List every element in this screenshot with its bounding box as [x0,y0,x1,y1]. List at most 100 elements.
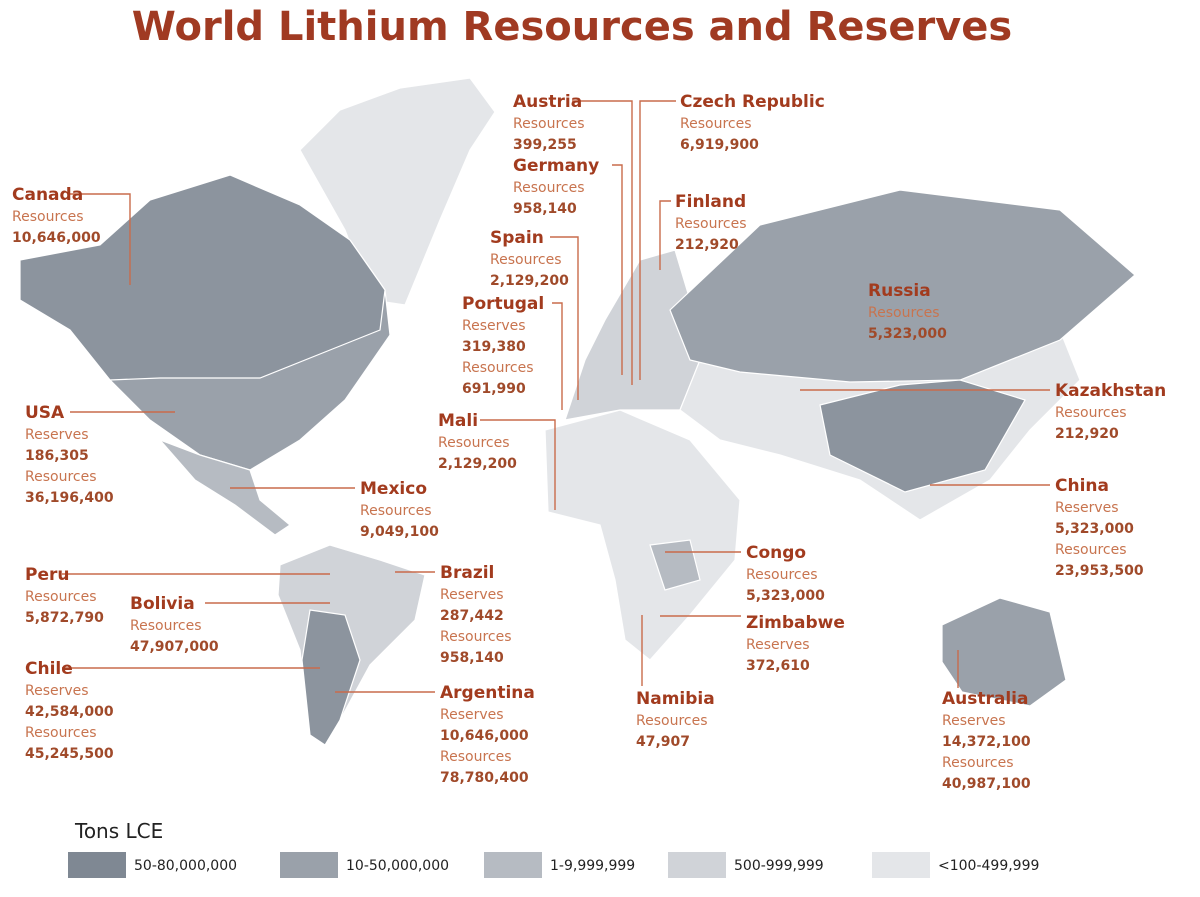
figure-label: Reserves [746,637,810,653]
figure-label: Resources [675,216,747,232]
figure-value: 5,323,000 [868,326,947,342]
figure-label: Reserves [25,427,89,443]
russia [669,189,1136,383]
figure-label: Resources [440,629,512,645]
figure-value: 45,245,500 [25,746,114,762]
country-name: Mali [438,411,478,431]
figure-value: 47,907 [636,734,690,750]
canada [19,174,386,381]
figure-label: Resources [25,725,97,741]
figure-value: 2,129,200 [438,456,517,472]
country-label: Bolivia Resources 47,907,000 [130,594,330,655]
figure-label: Resources [360,503,432,519]
title: World Lithium Resources and Reserves [132,4,1012,50]
country-name: Czech Republic [680,92,825,112]
country-label: Australia Reserves 14,372,100 Resources 40,9… [942,650,1031,792]
figure-label: Reserves [440,707,504,723]
country-name: Australia [942,689,1029,709]
figure-value: 9,049,100 [360,524,439,540]
country-name: Namibia [636,689,715,709]
figure-value: 319,380 [462,339,526,355]
legend-label: <100-499,999 [938,858,1039,874]
argentina-chile [301,609,361,746]
figure-label: Resources [462,360,534,376]
country-name: Chile [25,659,73,679]
land [19,77,1136,746]
figure-value: 958,140 [440,650,504,666]
country-label: Brazil Reserves 287,442 Resources 958,140 [395,563,512,666]
legend-swatch [68,852,126,878]
figure-value: 958,140 [513,201,577,217]
figure-label: Resources [746,567,818,583]
country-label: Austria Resources 399,255 [513,92,633,385]
figure-value: 42,584,000 [25,704,114,720]
legend-swatch [872,852,930,878]
figure-value: 5,872,790 [25,610,104,626]
figure-label: Resources [680,116,752,132]
figure-value: 23,953,500 [1055,563,1144,579]
legend-label: 10-50,000,000 [346,858,449,874]
country-name: China [1055,476,1109,496]
figure-label: Resources [513,180,585,196]
figure-label: Resources [868,305,940,321]
figure-label: Reserves [25,683,89,699]
figure-label: Reserves [440,587,504,603]
leader-line [68,193,131,285]
figure-label: Reserves [942,713,1006,729]
figure-value: 10,646,000 [440,728,529,744]
leader-line [639,100,676,380]
legend-label: 500-999,999 [734,858,824,874]
country-name: Canada [12,185,83,205]
country-name: Congo [746,543,806,563]
figure-value: 399,255 [513,137,577,153]
country-label: Congo Resources 5,323,000 [665,543,825,604]
leader-line [659,200,671,270]
country-label: China Reserves 5,323,000 Resources 23,953,50… [930,476,1144,579]
figure-value: 5,323,000 [1055,521,1134,537]
country-label: Mali Resources 2,129,200 [438,411,556,510]
figure-label: Resources [636,713,708,729]
figure-label: Resources [438,435,510,451]
country-name: Portugal [462,294,544,314]
figure-label: Resources [12,209,84,225]
legend-swatch [280,852,338,878]
country-label: Czech Republic Resources 6,919,900 [639,92,825,380]
figure-label: Resources [440,749,512,765]
figure-value: 287,442 [440,608,504,624]
figure-value: 47,907,000 [130,639,219,655]
figure-value: 186,305 [25,448,89,464]
legend-title: Tons LCE [74,819,163,843]
figure-value: 372,610 [746,658,810,674]
figure-value: 14,372,100 [942,734,1031,750]
country-name: Peru [25,565,69,585]
figure-label: Resources [25,469,97,485]
figure-label: Resources [490,252,562,268]
legend-label: 1-9,999,999 [550,858,635,874]
figure-value: 6,919,900 [680,137,759,153]
legend: Tons LCE 50-80,000,000 10-50,000,000 1-9,9… [68,819,1039,878]
figure-label: Resources [1055,542,1127,558]
legend-label: 50-80,000,000 [134,858,237,874]
figure-label: Resources [513,116,585,132]
country-label: Kazakhstan Resources 212,920 [800,381,1166,442]
country-label: USA Reserves 186,305 Resources 36,196,400 [25,403,175,506]
country-label: Spain Resources 2,129,200 [490,228,579,400]
country-label: Namibia Resources 47,907 [636,615,715,750]
country-label: Argentina Reserves 10,646,000 Resources 78,7… [335,683,535,786]
country-name: Germany [513,156,599,176]
country-name: Russia [868,281,931,301]
mexico [159,439,292,536]
legend-swatch [484,852,542,878]
country-name: Zimbabwe [746,613,845,633]
country-label: Russia Resources 5,323,000 [868,281,947,342]
figure-label: Resources [25,589,97,605]
country-name: Finland [675,192,746,212]
country-label: Portugal Reserves 319,380 Resources 691,990 [462,294,563,410]
legend-swatch [668,852,726,878]
country-name: Brazil [440,563,494,583]
country-label: Canada Resources 10,646,000 [12,185,131,285]
figure-value: 691,990 [462,381,526,397]
figure-value: 78,780,400 [440,770,529,786]
china [819,379,1026,493]
